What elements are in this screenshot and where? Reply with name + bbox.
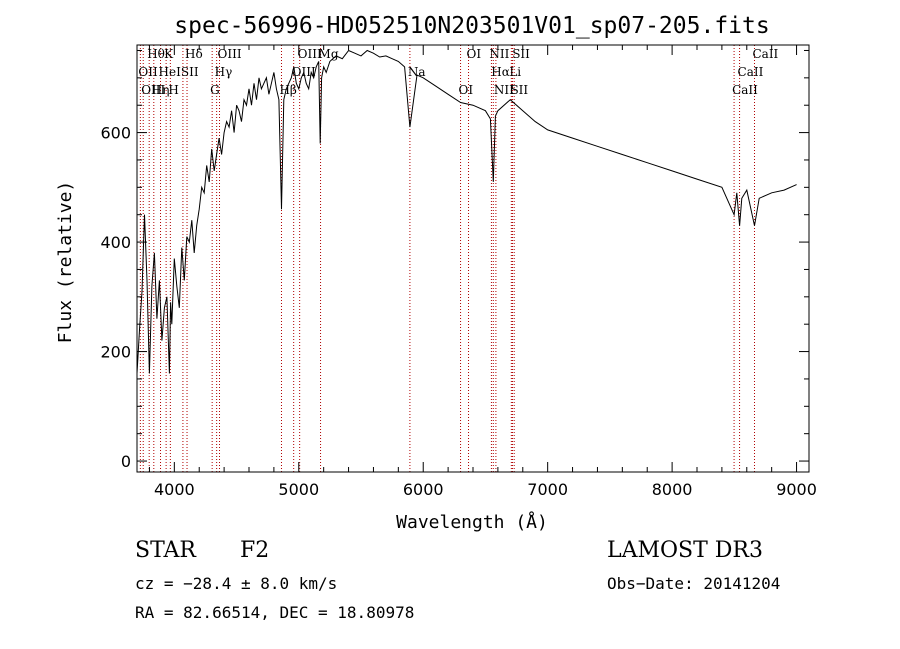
line-label: Na: [408, 65, 426, 79]
line-label: CaII: [738, 65, 764, 79]
line-label: CaII: [752, 47, 778, 61]
y-tick-label: 400: [100, 233, 131, 252]
line-markers: [139, 45, 755, 472]
x-axis-label: Wavelength (Å): [396, 511, 548, 533]
line-label: OIII: [218, 47, 242, 61]
line-label: NII: [494, 83, 514, 97]
x-tick-label: 5000: [278, 480, 319, 499]
line-label: Hα: [491, 65, 510, 79]
line-label: OIII: [292, 65, 316, 79]
spectrum-line: [136, 49, 797, 374]
line-label: OI: [467, 47, 482, 61]
x-axis-ticks: 4000 5000 6000 7000 8000 9000: [148, 45, 817, 499]
line-labels: HθOIIOIIIKHeIHηHδSIIHOIIIHγGOIIIOIIIHβMg…: [138, 47, 778, 97]
line-label: OII: [138, 65, 158, 79]
line-label: HeI: [159, 65, 182, 79]
line-label: OIII: [141, 83, 165, 97]
line-label: NII: [489, 47, 509, 61]
line-label: H: [168, 83, 178, 97]
y-tick-label: 600: [100, 124, 131, 143]
line-label: Mg: [319, 47, 339, 61]
line-label: OI: [459, 83, 474, 97]
line-label: Hδ: [185, 47, 203, 61]
y-tick-label: 200: [100, 343, 131, 362]
x-tick-label: 4000: [154, 480, 195, 499]
y-axis-label: Flux (relative): [55, 181, 76, 344]
line-label: SII: [512, 47, 530, 61]
line-label: Hη: [152, 83, 170, 97]
line-label: Hγ: [215, 65, 233, 79]
x-tick-label: 8000: [652, 480, 693, 499]
subclass: F2: [240, 538, 270, 563]
redshift-cz: cz = −28.4 ± 8.0 km/s: [135, 574, 338, 593]
line-label: SII: [510, 83, 528, 97]
x-tick-label: 9000: [776, 480, 817, 499]
x-tick-label: 6000: [403, 480, 444, 499]
line-label: G: [210, 83, 220, 97]
line-label: CaII: [732, 83, 758, 97]
object-type: STAR: [135, 538, 196, 563]
line-label: K: [164, 47, 174, 61]
line-label: SII: [181, 65, 199, 79]
y-axis-ticks: 0 200 400 600: [100, 49, 809, 471]
survey-name: LAMOST DR3: [607, 538, 763, 563]
line-label: Hθ: [147, 47, 165, 61]
coordinates: RA = 82.66514, DEC = 18.80978: [135, 603, 415, 622]
line-label: Li: [509, 65, 521, 79]
chart-title: spec-56996-HD052510N203501V01_sp07-205.f…: [174, 13, 769, 39]
x-tick-label: 7000: [527, 480, 568, 499]
y-tick-label: 0: [121, 452, 131, 471]
line-label: Hβ: [279, 83, 296, 97]
line-label: OIII: [298, 47, 322, 61]
obs-date: Obs−Date: 20141204: [607, 574, 781, 593]
